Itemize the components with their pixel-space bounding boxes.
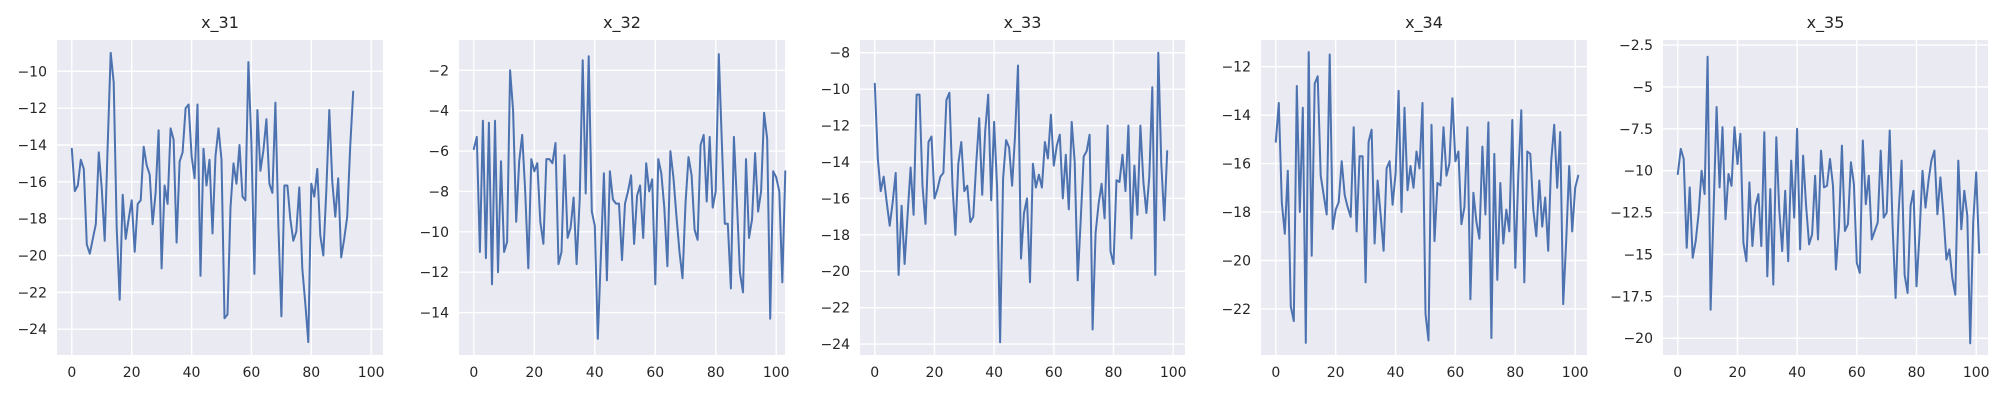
x-tick-label: 100 — [1562, 365, 1589, 381]
y-tick-label: −2 — [428, 63, 449, 79]
y-tick-label: −20 — [820, 264, 850, 280]
y-tick-label: −12 — [419, 265, 449, 281]
x-tick-label: 40 — [1387, 365, 1405, 381]
x-tick-label: 100 — [763, 365, 790, 381]
x-tick-label: 80 — [1506, 365, 1524, 381]
series-line-x-33 — [873, 51, 1169, 344]
x-tick-label: 20 — [123, 365, 141, 381]
chart-title: x_31 — [201, 13, 239, 33]
chart-panel-x-33: 0 20 40 60 80 100 −24 −22 −20 −18 −16 −14 −12 −10 −8 x_… — [820, 13, 1186, 381]
x-tick-label: 40 — [1788, 365, 1806, 381]
y-tick-label: −10 — [419, 225, 449, 241]
y-tick-label: −24 — [17, 322, 47, 338]
y-tick-label: −16 — [17, 175, 47, 191]
x-tick-label: 0 — [67, 365, 76, 381]
y-tick-label: −8 — [428, 184, 449, 200]
x-tick-label: 20 — [525, 365, 543, 381]
y-tick-label: −7.5 — [1619, 122, 1653, 138]
y-tick-label: −2.5 — [1619, 38, 1653, 54]
y-tick-label: −12 — [17, 101, 47, 117]
y-tick-label: −15 — [1623, 247, 1653, 263]
y-tick-label: −18 — [17, 212, 47, 228]
series-line-x-32 — [472, 53, 787, 340]
y-tick-label: −12.5 — [1610, 206, 1653, 222]
x-tick-label: 100 — [1160, 365, 1187, 381]
y-tick-label: −18 — [1221, 205, 1251, 221]
y-tick-label: −6 — [428, 144, 449, 160]
chart-panel-x-34: 0 20 40 60 80 100 −22 −20 −18 −16 −14 −12 x_34 — [1221, 13, 1588, 381]
chart-panel-x-31: 0 20 40 60 80 100 −24 −22 −20 −18 −16 −14 −12 −10 x_31 — [17, 13, 384, 381]
y-tick-label: −4 — [428, 104, 449, 120]
chart-panel-x-32: 0 20 40 60 80 100 −14 −12 −10 −8 −6 −4 −2 x_32 — [419, 13, 789, 381]
y-tick-label: −16 — [820, 191, 850, 207]
y-tick-label: −10 — [820, 82, 850, 98]
x-tick-label: 60 — [1447, 365, 1465, 381]
x-tick-label: 80 — [302, 365, 320, 381]
series-line-x-35 — [1676, 55, 1981, 345]
y-tick-label: −20 — [1623, 331, 1653, 347]
chart-panel-x-35: 0 20 40 60 80 100 −20 −17.5 −15 −12.5 −10 −7.5 −5 −2.… — [1610, 13, 1989, 381]
x-tick-label: 0 — [469, 365, 478, 381]
x-tick-label: 100 — [1963, 365, 1990, 381]
x-tick-label: 20 — [926, 365, 944, 381]
y-tick-label: −12 — [820, 119, 850, 135]
y-tick-label: −14 — [1221, 108, 1251, 124]
x-tick-label: 60 — [1045, 365, 1063, 381]
x-tick-label: 80 — [1105, 365, 1123, 381]
y-tick-label: −5 — [1632, 80, 1653, 96]
y-tick-label: −18 — [820, 228, 850, 244]
x-tick-label: 80 — [707, 365, 725, 381]
x-tick-label: 60 — [646, 365, 664, 381]
y-tick-label: −22 — [17, 285, 47, 301]
x-tick-label: 40 — [183, 365, 201, 381]
y-tick-label: −8 — [829, 46, 850, 62]
y-tick-label: −20 — [17, 249, 47, 265]
chart-title: x_35 — [1807, 13, 1845, 33]
x-tick-label: 0 — [870, 365, 879, 381]
x-tick-label: 40 — [586, 365, 604, 381]
plot-area — [459, 40, 785, 355]
y-tick-label: −24 — [820, 337, 850, 353]
y-tick-label: −14 — [17, 138, 47, 154]
y-tick-label: −10 — [17, 64, 47, 80]
y-tick-label: −22 — [1221, 302, 1251, 318]
chart-title: x_33 — [1004, 13, 1042, 33]
y-tick-label: −10 — [1623, 164, 1653, 180]
y-tick-label: −16 — [1221, 157, 1251, 173]
x-tick-label: 80 — [1908, 365, 1926, 381]
plot-area — [57, 40, 383, 355]
y-tick-label: −14 — [419, 306, 449, 322]
chart-title: x_32 — [603, 13, 641, 33]
y-tick-label: −12 — [1221, 60, 1251, 76]
y-tick-label: −22 — [820, 301, 850, 317]
x-tick-label: 100 — [358, 365, 385, 381]
y-tick-label: −20 — [1221, 254, 1251, 270]
x-tick-label: 20 — [1327, 365, 1345, 381]
chart-title: x_34 — [1405, 13, 1443, 33]
y-tick-label: −14 — [820, 155, 850, 171]
series-line-x-34 — [1274, 51, 1580, 344]
x-tick-label: 0 — [1271, 365, 1280, 381]
x-tick-label: 60 — [243, 365, 261, 381]
x-tick-label: 20 — [1729, 365, 1747, 381]
x-tick-label: 60 — [1848, 365, 1866, 381]
plot-area — [1663, 40, 1988, 355]
y-tick-label: −17.5 — [1610, 289, 1653, 305]
series-line-x-31 — [70, 51, 355, 344]
x-tick-label: 0 — [1673, 365, 1682, 381]
x-tick-label: 40 — [985, 365, 1003, 381]
